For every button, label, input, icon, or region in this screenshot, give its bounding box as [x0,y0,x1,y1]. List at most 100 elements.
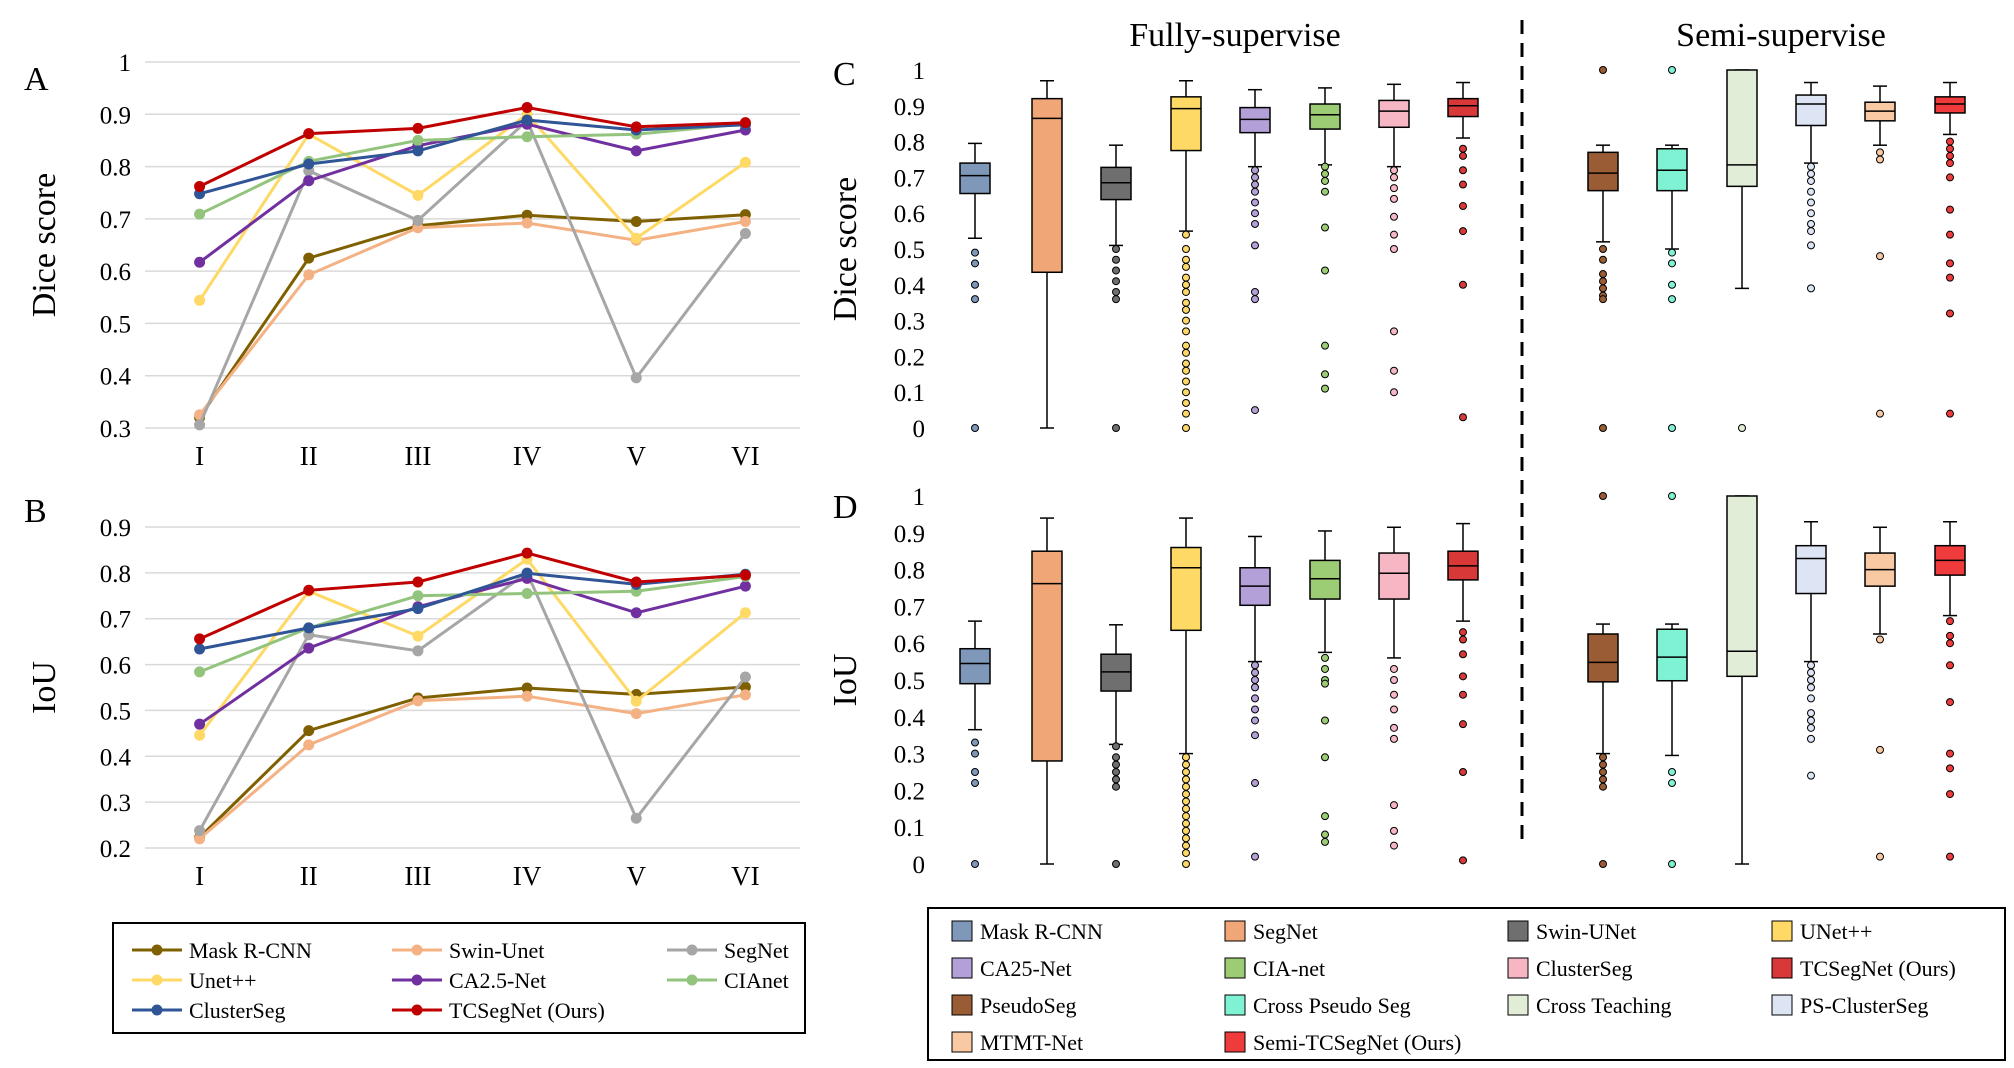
legend-label-clusterseg: ClusterSeg [1536,956,1633,981]
y-tick-label: 0.7 [894,594,925,621]
outlier-clusterseg [1390,664,1398,673]
outlier-semi-tcsegnet-ours [1946,639,1954,648]
outlier-clusterseg [1390,734,1398,743]
series-line-unet [198,112,747,302]
outlier-mask-r-cnn [971,749,979,758]
outlier-pseudoseg [1599,66,1607,74]
y-tick-label: 0.9 [894,521,925,548]
y-tick-label: 0.8 [100,561,131,588]
y-tick-label: 0 [913,852,926,879]
chart-d: 0 0.1 0.2 0.3 0.4 0.5 0.6 0.7 0.8 0.9 1 IoU [827,484,1966,879]
outlier-tcsegnet-ours [1459,720,1467,729]
outlier-cross-pseudo-seg [1668,280,1676,289]
panel-label-c: C [833,56,856,93]
data-point-segnet [630,812,642,824]
data-point-unet [412,630,424,642]
outlier-cross-pseudo-seg [1668,779,1676,788]
y-tick-label: 0.9 [100,515,131,542]
outlier-tcsegnet-ours [1459,690,1467,699]
outlier-ps-clusterseg [1807,683,1815,692]
y-tick-label: 0.3 [100,790,131,817]
outlier-unet [1182,273,1190,282]
outlier-swin-unet [1112,775,1120,784]
data-point-tcsegnet-ours [521,547,533,559]
outlier-unet [1182,841,1190,850]
x-tick-label: III [404,861,431,891]
outlier-cia-net [1321,664,1329,673]
outlier-ca25-net [1251,694,1259,703]
outlier-tcsegnet-ours [1459,151,1467,160]
data-point-tcsegnet-ours [739,117,751,129]
outlier-ca25-net [1251,716,1259,725]
data-point-ca2-5-net [630,607,642,619]
y-tick-label: 0.5 [100,311,131,338]
outlier-mask-r-cnn [971,768,979,776]
outlier-semi-tcsegnet-ours [1946,205,1954,214]
data-point-ca2-5-net [194,256,206,268]
data-point-swin-unet [194,833,206,845]
series-line-mask-r-cnn [198,213,746,419]
data-point-unet [739,156,751,168]
legend-swatch-ps-clusterseg [1771,994,1793,1016]
data-point-ca2-5-net [739,580,751,592]
outlier-swin-unet [1112,760,1120,769]
outlier-tcsegnet-ours [1459,202,1467,211]
legend-box-charts: Mask R-CNN SegNet Swin-UNet UNet++ CA25-Net C… [927,907,2006,1061]
outlier-swin-unet [1112,768,1120,776]
outlier-clusterseg [1390,705,1398,714]
legend-swatch-tcsegnet-ours [1771,957,1793,979]
series-line-ca2-5-net [198,122,746,264]
outlier-unet [1182,782,1190,791]
data-point-clusterseg [521,567,533,579]
y-tick-label: 0.6 [100,259,131,286]
outlier-ca25-net [1251,676,1259,684]
outlier-unet [1182,826,1190,835]
outlier-semi-tcsegnet-ours [1946,151,1954,160]
outlier-mtmt-net [1876,745,1884,754]
outlier-semi-tcsegnet-ours [1946,409,1954,418]
outlier-semi-tcsegnet-ours [1946,764,1954,773]
outlier-unet [1182,341,1190,350]
data-point-swin-unet [521,690,533,702]
outlier-cross-teaching [1738,424,1746,432]
legend-swatch-swin-unet [1507,920,1529,942]
outlier-swin-unet [1112,245,1120,253]
outlier-cross-pseudo-seg [1668,259,1676,268]
y-tick-label: 0.2 [894,344,925,371]
outlier-unet [1182,388,1190,397]
y-tick-label: 0.7 [100,207,131,234]
outlier-pseudoseg [1599,424,1607,432]
data-point-mask-r-cnn [521,682,533,694]
outlier-tcsegnet-ours [1459,628,1467,637]
legend-label-segnet: SegNet [724,938,789,963]
data-point-segnet [412,214,424,226]
outlier-unet [1182,424,1190,432]
series-line-tcsegnet-ours [198,105,746,188]
x-tick-label: IV [513,861,542,891]
legend-swatch-cianet [686,974,698,986]
outlier-swin-unet [1112,287,1120,296]
outlier-pseudoseg [1599,255,1607,264]
box-unet [1170,96,1202,152]
outlier-mtmt-net [1876,409,1884,418]
outlier-unet [1182,280,1190,289]
outlier-mask-r-cnn [971,424,979,432]
data-point-cianet [194,208,206,220]
legend-label-clusterseg: ClusterSeg [189,998,286,1023]
outlier-ca25-net [1251,173,1259,182]
legend-label-ps-clusterseg: PS-ClusterSeg [1800,993,1928,1018]
outlier-unet [1182,834,1190,843]
legend-swatch-unet [151,974,163,986]
outlier-cia-net [1321,176,1329,185]
box-cia-net [1309,559,1341,600]
box-ps-clusterseg [1795,94,1827,127]
data-point-clusterseg [194,643,206,655]
outlier-clusterseg [1390,826,1398,835]
data-point-mask-r-cnn [630,215,642,227]
outlier-unet [1182,760,1190,769]
data-point-ca2-5-net [303,175,315,187]
outlier-tcsegnet-ours [1459,413,1467,422]
outlier-unet [1182,848,1190,857]
outlier-pseudoseg [1599,760,1607,769]
outlier-ca25-net [1251,198,1259,207]
